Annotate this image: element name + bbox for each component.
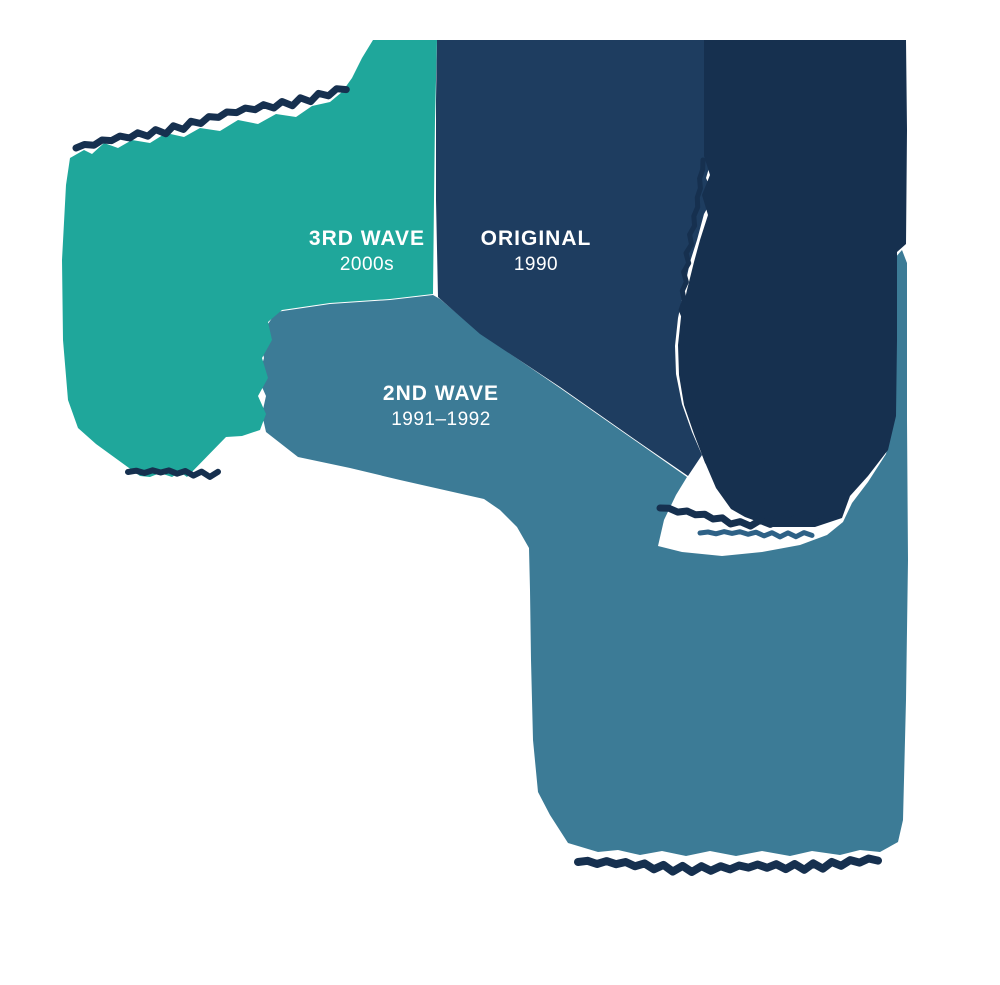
caption-boundary-strip bbox=[678, 157, 710, 465]
blob-original bbox=[436, 40, 714, 476]
caption-third-wave-rim bbox=[72, 85, 350, 152]
blob-dark-navy-mass bbox=[678, 40, 907, 527]
caption-original-tip-line1 bbox=[656, 504, 824, 530]
caption-second-wave-bottom bbox=[574, 854, 882, 876]
caption-original-tip-line2 bbox=[697, 529, 815, 540]
blob-second-wave bbox=[258, 250, 908, 856]
blob-third-wave bbox=[62, 40, 437, 477]
caption-third-wave-bottom bbox=[125, 467, 221, 480]
